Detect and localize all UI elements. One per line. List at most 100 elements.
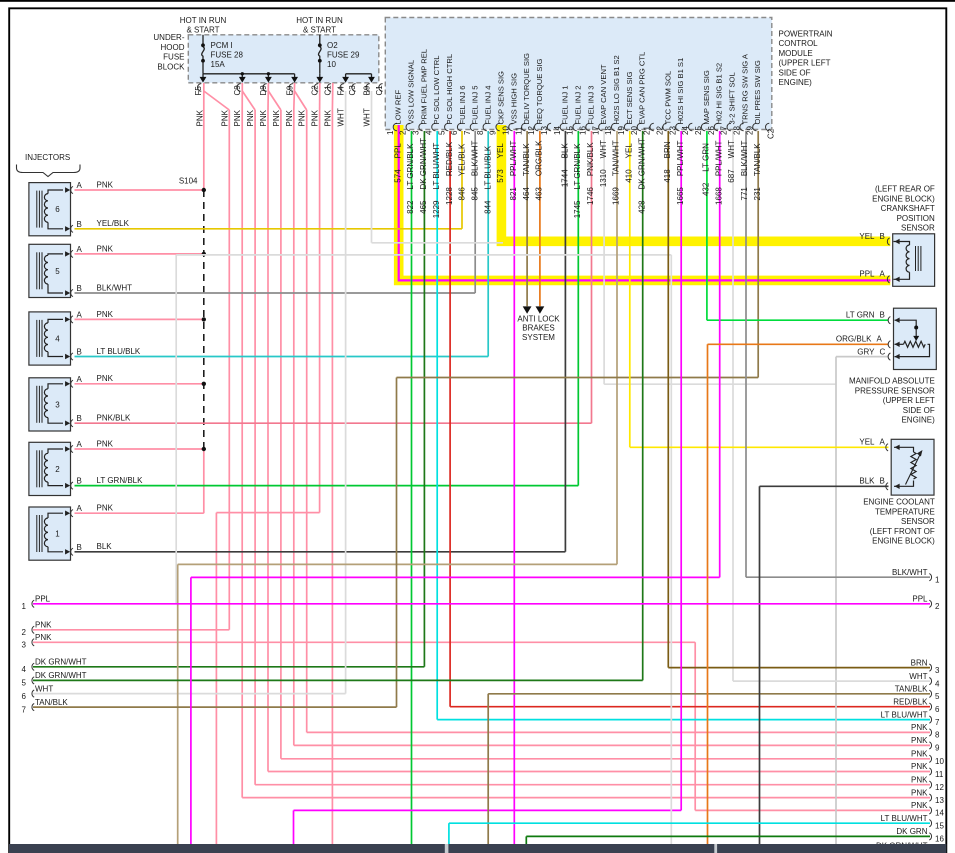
svg-text:WHT: WHT xyxy=(727,140,736,158)
svg-text:1: 1 xyxy=(386,130,395,135)
svg-text:845: 845 xyxy=(470,187,479,201)
svg-text:A: A xyxy=(77,375,83,384)
svg-text:418: 418 xyxy=(663,169,672,183)
svg-text:FUSE 28: FUSE 28 xyxy=(211,50,244,59)
svg-text:OIL PRES SW SIG: OIL PRES SW SIG xyxy=(753,60,762,124)
svg-text:ENGINE BLOCK): ENGINE BLOCK) xyxy=(872,537,935,546)
svg-text:FUEL INJ 5: FUEL INJ 5 xyxy=(471,86,480,125)
svg-text:A: A xyxy=(77,181,83,190)
svg-text:RED/BLK: RED/BLK xyxy=(893,697,928,706)
svg-text:SYSTEM: SYSTEM xyxy=(522,333,555,342)
svg-text:FUSE: FUSE xyxy=(163,53,184,62)
svg-text:(UPPER LEFT: (UPPER LEFT xyxy=(779,59,831,68)
svg-text:ENGINE BLOCK): ENGINE BLOCK) xyxy=(872,194,935,203)
svg-text:CRANKSHAFT: CRANKSHAFT xyxy=(881,204,935,213)
svg-text:8: 8 xyxy=(935,731,940,740)
svg-text:ENGINE COOLANT: ENGINE COOLANT xyxy=(863,498,935,507)
svg-text:PRESSURE SENSOR: PRESSURE SENSOR xyxy=(855,386,935,395)
svg-text:18: 18 xyxy=(604,126,613,135)
svg-text:PC SOL LOW CTRL: PC SOL LOW CTRL xyxy=(432,56,441,125)
svg-text:PNK: PNK xyxy=(35,621,52,630)
svg-text:1669: 1669 xyxy=(612,187,621,205)
svg-text:PNK: PNK xyxy=(196,109,205,126)
svg-text:H02 HI SIG B1 S2: H02 HI SIG B1 S2 xyxy=(715,63,724,125)
svg-text:15A: 15A xyxy=(211,60,226,69)
svg-text:573: 573 xyxy=(496,169,505,183)
svg-text:1744: 1744 xyxy=(560,169,569,187)
svg-text:PNK: PNK xyxy=(35,633,52,642)
svg-text:PC SOL HIGH CTRL: PC SOL HIGH CTRL xyxy=(445,54,454,125)
svg-text:BLK: BLK xyxy=(560,143,569,159)
svg-text:DK GRN/WHT: DK GRN/WHT xyxy=(637,138,646,190)
svg-text:FUSE 29: FUSE 29 xyxy=(327,50,360,59)
svg-text:23: 23 xyxy=(668,126,677,135)
svg-text:25: 25 xyxy=(694,126,703,135)
svg-text:B: B xyxy=(77,414,82,423)
svg-text:11: 11 xyxy=(935,770,944,779)
svg-text:C1: C1 xyxy=(324,85,333,96)
svg-text:O2: O2 xyxy=(327,41,338,50)
svg-text:VSS LOW SIGNAL: VSS LOW SIGNAL xyxy=(407,60,416,125)
svg-text:C1: C1 xyxy=(375,85,384,96)
svg-text:A: A xyxy=(877,335,883,344)
svg-text:4: 4 xyxy=(22,665,27,674)
svg-text:& START: & START xyxy=(303,26,336,35)
svg-text:574: 574 xyxy=(393,169,402,183)
svg-text:PNK/BLK: PNK/BLK xyxy=(97,414,131,423)
svg-text:BLK: BLK xyxy=(97,542,113,551)
svg-text:C2: C2 xyxy=(311,85,320,96)
svg-text:PNK: PNK xyxy=(246,109,255,126)
svg-text:3-2 SHIFT SOL: 3-2 SHIFT SOL xyxy=(728,72,737,124)
svg-text:SENSOR: SENSOR xyxy=(901,517,935,526)
svg-text:13: 13 xyxy=(540,126,549,135)
svg-text:YEL: YEL xyxy=(625,143,634,159)
svg-text:LT GRN/BLK: LT GRN/BLK xyxy=(573,143,582,190)
svg-text:UNDER-: UNDER- xyxy=(153,33,184,42)
svg-text:5: 5 xyxy=(935,692,940,701)
svg-text:12: 12 xyxy=(935,783,944,792)
svg-text:LOW REF: LOW REF xyxy=(394,90,403,125)
svg-text:C2: C2 xyxy=(767,128,776,139)
svg-text:REQ TORQUE SIG: REQ TORQUE SIG xyxy=(535,58,544,124)
svg-text:1: 1 xyxy=(935,576,940,585)
svg-text:15: 15 xyxy=(935,822,944,831)
svg-text:VSS HIGH SIG: VSS HIGH SIG xyxy=(509,73,518,125)
svg-text:ORG/BLK: ORG/BLK xyxy=(836,335,872,344)
svg-text:5: 5 xyxy=(437,130,446,135)
svg-text:21: 21 xyxy=(643,126,652,135)
svg-text:H02S LO SIG B1 S2: H02S LO SIG B1 S2 xyxy=(612,55,621,124)
svg-text:INJECTORS: INJECTORS xyxy=(25,153,70,162)
svg-text:F4: F4 xyxy=(336,86,345,96)
svg-text:WHT: WHT xyxy=(909,672,927,681)
svg-text:1668: 1668 xyxy=(714,187,723,205)
svg-text:B: B xyxy=(77,543,82,552)
svg-text:16: 16 xyxy=(935,835,944,844)
svg-text:SIDE OF: SIDE OF xyxy=(779,68,811,77)
svg-text:E9: E9 xyxy=(285,85,294,95)
svg-text:3: 3 xyxy=(22,641,27,650)
svg-text:RED/BLK: RED/BLK xyxy=(445,141,454,176)
svg-text:PNK: PNK xyxy=(97,439,114,448)
svg-text:24: 24 xyxy=(681,126,690,135)
svg-text:1745: 1745 xyxy=(573,200,582,218)
svg-text:D9: D9 xyxy=(259,85,268,96)
svg-text:(LEFT FRONT OF: (LEFT FRONT OF xyxy=(870,527,935,536)
svg-text:WHT: WHT xyxy=(599,140,608,158)
svg-text:POSITION: POSITION xyxy=(897,214,935,223)
svg-text:BLK/WHT: BLK/WHT xyxy=(892,568,928,577)
svg-text:YEL/BLK: YEL/BLK xyxy=(97,219,130,228)
svg-text:A: A xyxy=(77,245,83,254)
svg-text:PNK: PNK xyxy=(97,374,114,383)
svg-text:3: 3 xyxy=(935,666,940,675)
svg-text:PPL: PPL xyxy=(393,143,402,159)
svg-text:B: B xyxy=(880,310,885,319)
svg-text:BLK: BLK xyxy=(859,477,875,486)
svg-text:PNK: PNK xyxy=(911,736,928,745)
svg-text:6: 6 xyxy=(55,205,60,214)
svg-text:1: 1 xyxy=(55,530,60,539)
svg-text:ECT SENS SIG: ECT SENS SIG xyxy=(625,71,634,124)
svg-text:BRN: BRN xyxy=(663,141,672,158)
svg-text:27: 27 xyxy=(720,126,729,135)
svg-text:MANIFOLD ABSOLUTE: MANIFOLD ABSOLUTE xyxy=(849,377,935,386)
svg-text:GRY: GRY xyxy=(857,347,875,356)
